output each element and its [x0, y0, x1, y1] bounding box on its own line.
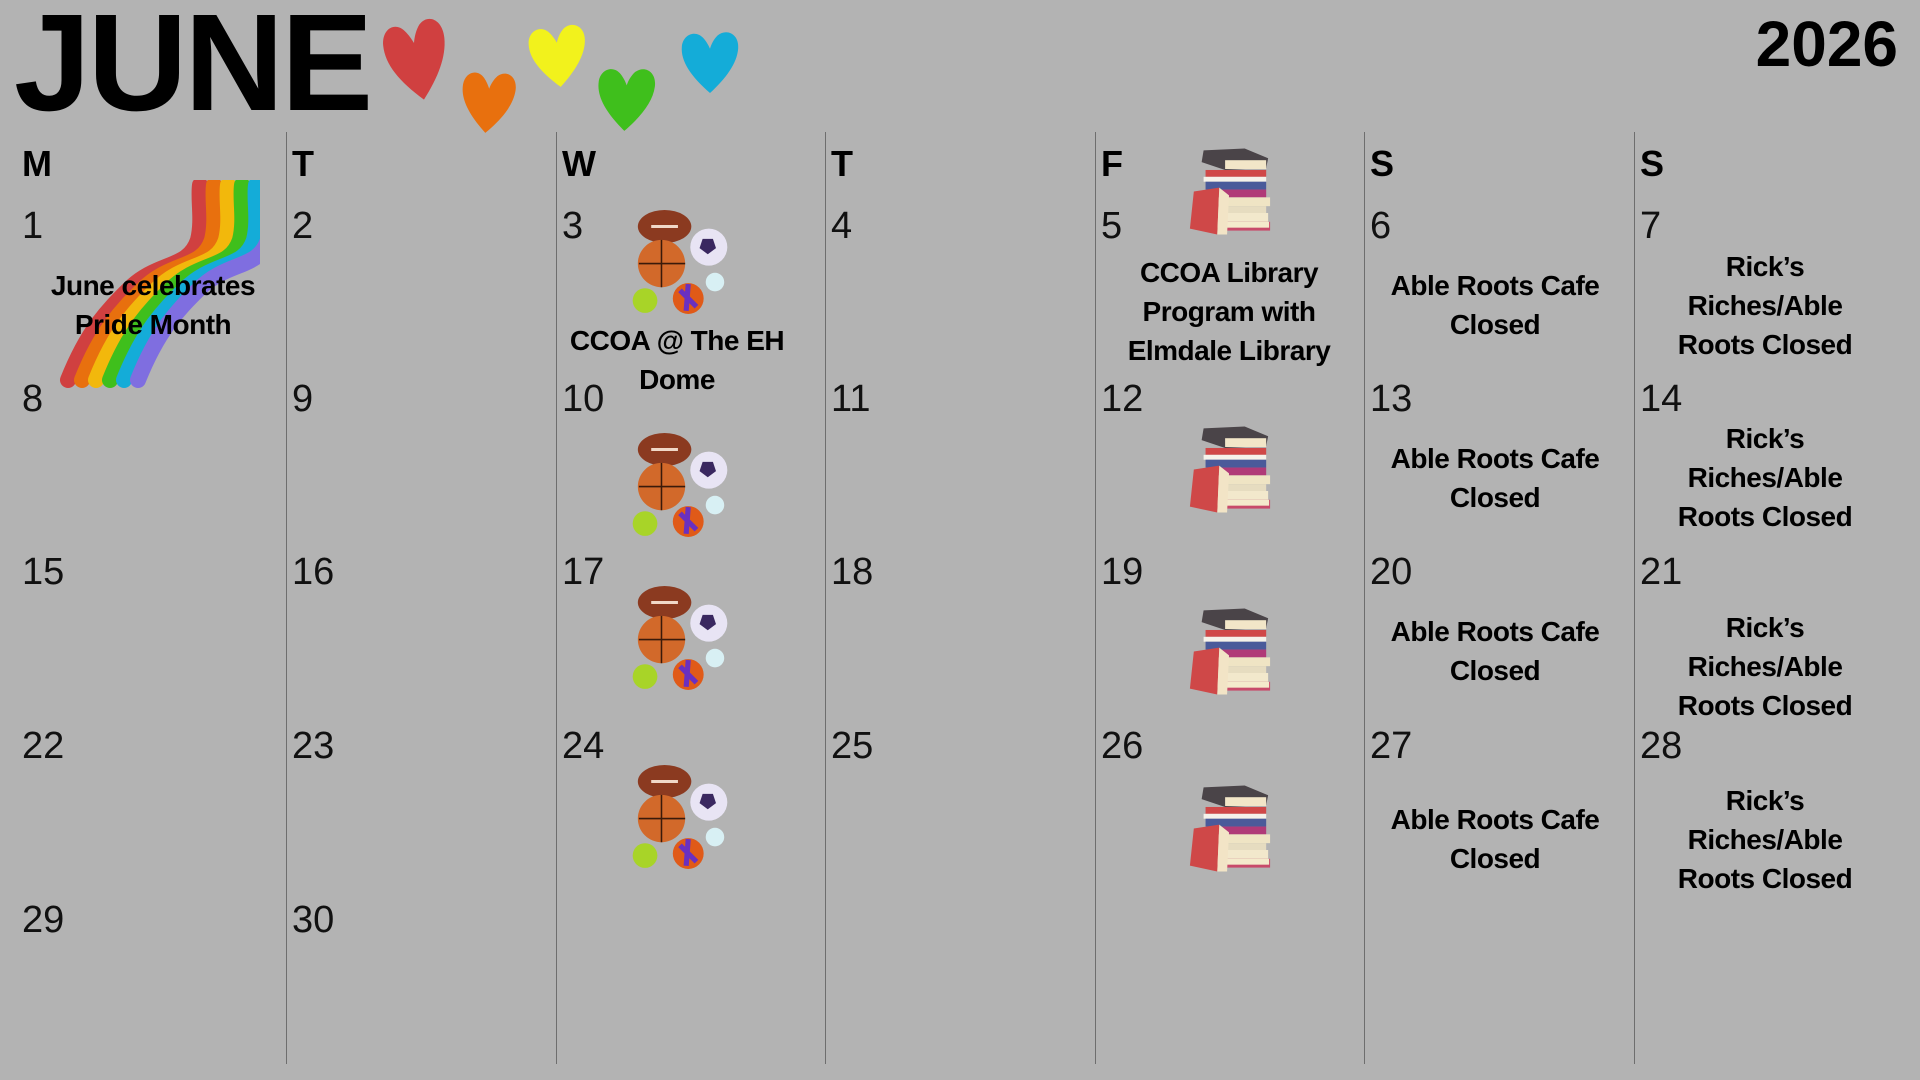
day-number: 19 — [1101, 551, 1144, 593]
weekday-header: S — [1370, 143, 1395, 184]
day-number: 5 — [1101, 205, 1123, 247]
day-number: 29 — [22, 899, 65, 941]
day-number: 17 — [562, 551, 605, 593]
weekday-header: T — [831, 143, 853, 184]
rainbow-icon — [46, 177, 279, 395]
heart-icon — [375, 11, 459, 110]
day-number: 7 — [1640, 205, 1662, 247]
day-number: 8 — [22, 378, 44, 420]
heart-icon — [678, 28, 742, 96]
day-number: 12 — [1101, 378, 1144, 420]
books-stack-icon — [1186, 781, 1274, 875]
books-stack-icon — [1186, 604, 1274, 698]
event-ccoa-dome: CCOA @ The EH Dome — [569, 325, 785, 395]
day-number: 28 — [1640, 725, 1683, 767]
day-number: 16 — [292, 551, 335, 593]
day-number: 3 — [562, 205, 584, 247]
event-ricks-closed: Rick’s Riches/Able Roots Closed — [1677, 423, 1853, 532]
day-number: 10 — [562, 378, 605, 420]
day-number: 20 — [1370, 551, 1413, 593]
event-cafe-closed: Able Roots Cafe Closed — [1390, 616, 1600, 686]
day-number: 14 — [1640, 378, 1683, 420]
heart-icon — [592, 62, 660, 135]
day-number: 9 — [292, 378, 314, 420]
column-divider — [286, 132, 287, 1064]
column-divider — [556, 132, 557, 1064]
day-number: 26 — [1101, 725, 1144, 767]
heart-icon — [455, 66, 521, 139]
weekday-header: W — [562, 143, 596, 184]
day-number: 30 — [292, 899, 335, 941]
column-divider — [1634, 132, 1635, 1064]
sports-balls-icon — [628, 208, 732, 316]
column-divider — [825, 132, 826, 1064]
column-divider — [1095, 132, 1096, 1064]
day-number: 27 — [1370, 725, 1413, 767]
day-number: 2 — [292, 205, 314, 247]
books-stack-icon — [1186, 144, 1274, 238]
sports-balls-icon — [628, 584, 732, 692]
weekday-header: T — [292, 143, 314, 184]
day-number: 15 — [22, 551, 65, 593]
day-number: 13 — [1370, 378, 1413, 420]
weekday-header: M — [22, 143, 52, 184]
event-cafe-closed: Able Roots Cafe Closed — [1390, 804, 1600, 874]
day-number: 6 — [1370, 205, 1392, 247]
day-number: 23 — [292, 725, 335, 767]
month-title: JUNE — [14, 0, 373, 140]
event-ricks-closed: Rick’s Riches/Able Roots Closed — [1677, 251, 1853, 360]
event-ricks-closed: Rick’s Riches/Able Roots Closed — [1677, 785, 1853, 894]
sports-balls-icon — [628, 431, 732, 539]
year-label: 2026 — [1755, 8, 1898, 80]
day-number: 24 — [562, 725, 605, 767]
event-cafe-closed: Able Roots Cafe Closed — [1390, 270, 1600, 340]
weekday-header: S — [1640, 143, 1665, 184]
day-number: 1 — [22, 205, 44, 247]
day-number: 11 — [831, 378, 871, 420]
event-cafe-closed: Able Roots Cafe Closed — [1390, 443, 1600, 513]
day-number: 25 — [831, 725, 874, 767]
day-number: 21 — [1640, 551, 1683, 593]
day-number: 4 — [831, 205, 853, 247]
sports-balls-icon — [628, 763, 732, 871]
weekday-header: F — [1101, 143, 1123, 184]
day-number: 22 — [22, 725, 65, 767]
column-divider — [1364, 132, 1365, 1064]
event-pride-month: June celebrates Pride Month — [50, 270, 256, 340]
event-ricks-closed: Rick’s Riches/Able Roots Closed — [1677, 612, 1853, 721]
event-library-program: CCOA Library Program with Elmdale Librar… — [1127, 257, 1331, 366]
day-number: 18 — [831, 551, 874, 593]
books-stack-icon — [1186, 422, 1274, 516]
heart-icon — [523, 19, 593, 92]
